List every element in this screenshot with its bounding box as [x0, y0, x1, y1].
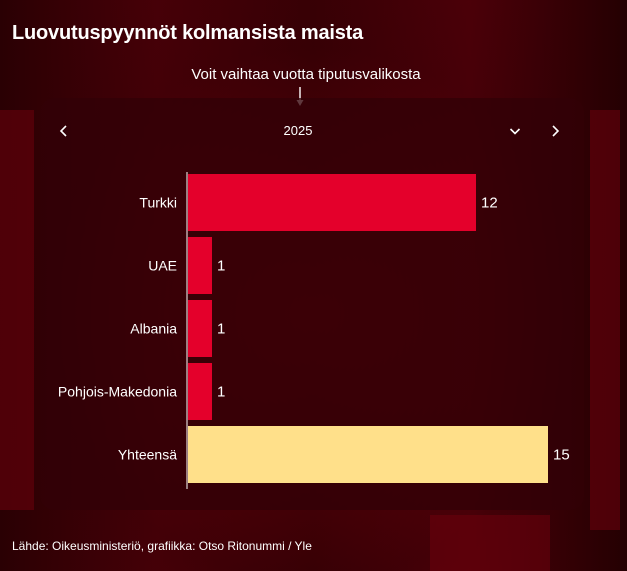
- bar-turkki: [188, 174, 476, 231]
- chevron-right-icon[interactable]: [543, 114, 567, 148]
- category-label: UAE: [148, 258, 177, 274]
- category-label: Turkki: [139, 195, 177, 211]
- data-label: 12: [481, 195, 498, 212]
- chevron-left-icon[interactable]: [52, 114, 76, 148]
- category-label: Yhteensä: [118, 447, 177, 463]
- year-selector[interactable]: 2025: [40, 114, 584, 148]
- bar-uae: [188, 237, 212, 294]
- selected-year[interactable]: 2025: [283, 123, 313, 138]
- data-label: 1: [217, 258, 225, 275]
- data-label: 1: [217, 384, 225, 401]
- background-shape: [430, 515, 550, 571]
- bar-albania: [188, 300, 212, 357]
- category-label: Pohjois-Makedonia: [58, 384, 177, 400]
- chart-title: Luovutuspyynnöt kolmansista maista: [12, 22, 364, 44]
- chevron-down-icon[interactable]: [508, 124, 522, 138]
- source-note: Lähde: Oikeusministeriö, grafiikka: Otso…: [12, 539, 312, 553]
- background-shape: [0, 110, 34, 510]
- data-label: 15: [553, 447, 570, 464]
- background-shape: [590, 110, 620, 530]
- data-label: 1: [217, 321, 225, 338]
- bar-yhteensä: [188, 426, 548, 483]
- dropdown-hint: Voit vaihtaa vuotta tiputusvalikosta: [191, 66, 421, 83]
- bar-pohjois-makedonia: [188, 363, 212, 420]
- category-label: Albania: [130, 321, 177, 337]
